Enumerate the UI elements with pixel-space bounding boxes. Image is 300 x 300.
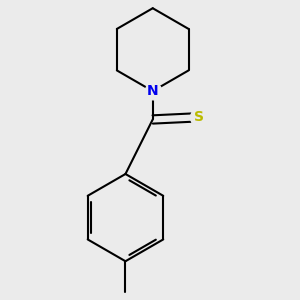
Text: N: N (147, 84, 158, 98)
Text: S: S (194, 110, 203, 124)
